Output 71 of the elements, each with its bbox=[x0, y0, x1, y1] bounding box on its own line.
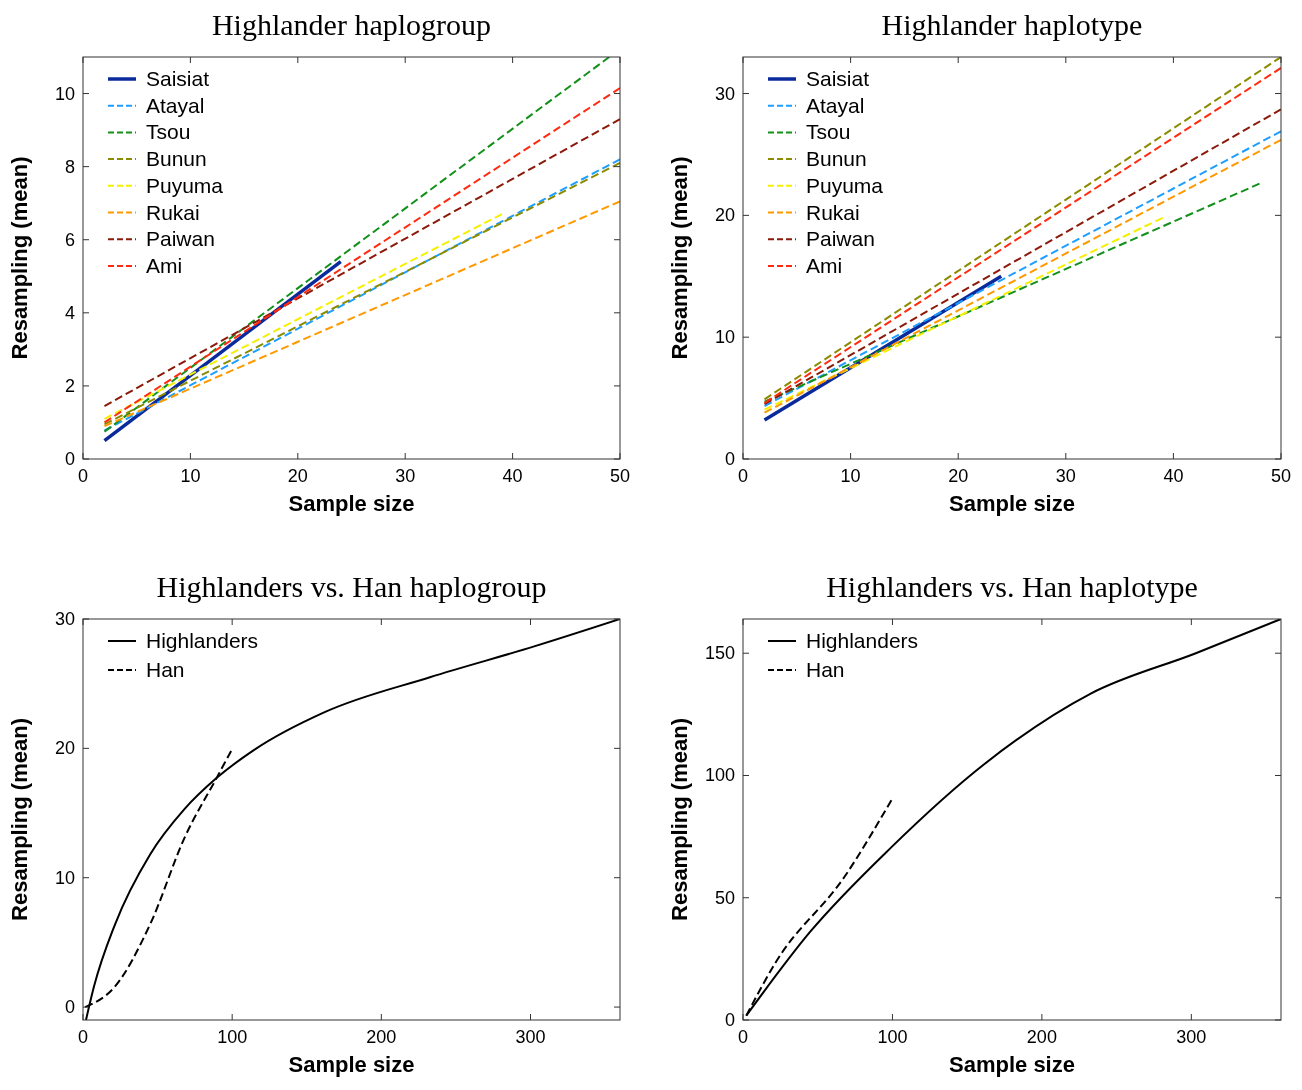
line-series bbox=[84, 619, 620, 1020]
x-tick-label: 0 bbox=[737, 1027, 749, 1047]
x-tick-label: 10 bbox=[180, 466, 201, 486]
x-tick-label: 30 bbox=[1055, 466, 1076, 486]
x-tick-label: 30 bbox=[395, 466, 416, 486]
x-tick-label: 100 bbox=[877, 1027, 908, 1047]
x-axis-title: Sample size bbox=[949, 491, 1075, 516]
y-tick-label: 30 bbox=[714, 83, 735, 104]
legend-label: Saisiat bbox=[806, 67, 870, 90]
x-tick-label: 50 bbox=[1270, 466, 1292, 486]
x-tick-label: 10 bbox=[840, 466, 861, 486]
y-tick-label: 10 bbox=[54, 867, 75, 888]
y-tick-label: 30 bbox=[54, 609, 75, 629]
y-tick-label: 20 bbox=[54, 738, 75, 759]
x-tick-label: 20 bbox=[287, 466, 308, 486]
legend-label: Rukai bbox=[806, 200, 860, 224]
x-tick-label: 0 bbox=[77, 1027, 89, 1047]
chart-title: Highlanders vs. Han haplogroup bbox=[156, 570, 547, 603]
legend-label: Paiwan bbox=[146, 227, 215, 251]
y-tick-label: 50 bbox=[714, 887, 735, 908]
legend-label: Atayal bbox=[146, 93, 205, 117]
legend-label: Rukai bbox=[146, 200, 200, 224]
legend-label: Bunun bbox=[806, 147, 867, 171]
y-axis-title: Resampling (mean) bbox=[667, 718, 692, 921]
x-tick-label: 300 bbox=[515, 1027, 546, 1047]
y-tick-label: 10 bbox=[54, 83, 75, 104]
y-axis-title: Resampling (mean) bbox=[7, 156, 32, 360]
x-axis-title: Sample size bbox=[949, 1052, 1075, 1077]
legend-label: Han bbox=[806, 658, 845, 681]
legend-label: Paiwan bbox=[806, 227, 875, 251]
y-tick-label: 0 bbox=[724, 449, 735, 469]
x-tick-label: 0 bbox=[77, 466, 89, 486]
x-tick-label: 200 bbox=[1026, 1027, 1057, 1047]
x-axis-title: Sample size bbox=[288, 491, 415, 516]
y-axis-title: Resampling (mean) bbox=[667, 156, 692, 360]
x-tick-label: 50 bbox=[609, 466, 631, 486]
y-tick-label: 0 bbox=[64, 449, 75, 469]
legend-label: Tsou bbox=[146, 120, 191, 144]
y-tick-label: 0 bbox=[64, 997, 75, 1018]
legend-label: Tsou bbox=[806, 120, 851, 144]
legend-label: Han bbox=[146, 658, 185, 681]
chart-title: Highlander haplotype bbox=[881, 8, 1143, 41]
x-tick-label: 200 bbox=[366, 1027, 397, 1047]
y-tick-label: 2 bbox=[64, 375, 75, 396]
y-axis-title: Resampling (mean) bbox=[7, 718, 32, 921]
legend-label: Puyuma bbox=[806, 173, 884, 197]
x-tick-label: 100 bbox=[217, 1027, 248, 1047]
x-tick-label: 40 bbox=[502, 466, 523, 486]
x-tick-label: 20 bbox=[948, 466, 969, 486]
legend-label: Bunun bbox=[146, 147, 207, 171]
y-tick-label: 4 bbox=[64, 302, 75, 323]
x-tick-label: 300 bbox=[1176, 1027, 1207, 1047]
x-axis-title: Sample size bbox=[288, 1052, 415, 1077]
y-tick-label: 10 bbox=[714, 327, 735, 348]
legend-label: Puyuma bbox=[146, 173, 224, 197]
legend-label: Ami bbox=[806, 253, 843, 277]
chart-title: Highlander haplogroup bbox=[211, 8, 492, 41]
y-tick-label: 6 bbox=[64, 229, 75, 250]
y-tick-label: 100 bbox=[704, 765, 735, 786]
legend-label: Atayal bbox=[806, 93, 865, 117]
y-tick-label: 8 bbox=[64, 156, 75, 177]
legend-label: Highlanders bbox=[146, 629, 259, 652]
x-tick-label: 40 bbox=[1163, 466, 1184, 486]
y-tick-label: 0 bbox=[724, 1010, 735, 1030]
y-tick-label: 20 bbox=[714, 205, 735, 226]
legend-label: Saisiat bbox=[146, 67, 210, 90]
y-tick-label: 150 bbox=[704, 643, 735, 664]
legend-label: Ami bbox=[146, 253, 183, 277]
x-tick-label: 0 bbox=[737, 466, 749, 486]
chart-title: Highlanders vs. Han haplotype bbox=[826, 570, 1198, 603]
legend-label: Highlanders bbox=[806, 629, 919, 652]
